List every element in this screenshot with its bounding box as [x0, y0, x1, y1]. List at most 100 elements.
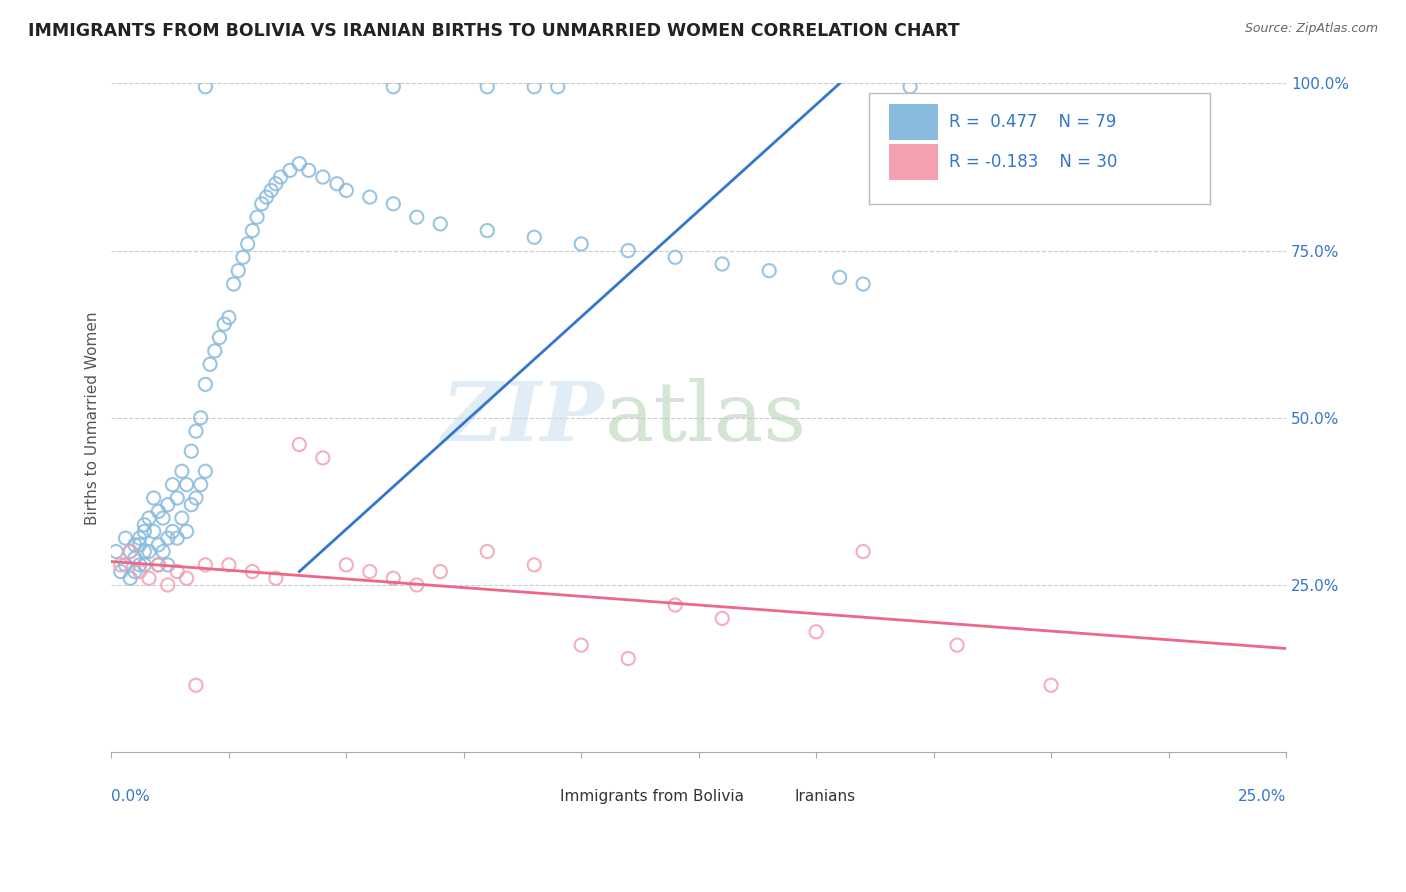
Point [184, 491, 207, 505]
Point [523, 558, 546, 572]
Text: 0.0%: 0.0% [111, 789, 150, 804]
Point [617, 244, 640, 258]
Point [166, 491, 188, 505]
Point [711, 257, 734, 271]
Point [124, 551, 146, 566]
Point [166, 565, 188, 579]
Point [156, 531, 179, 545]
Point [278, 163, 301, 178]
Point [110, 565, 132, 579]
Point [128, 565, 150, 579]
Point [138, 511, 160, 525]
Point [194, 558, 217, 572]
Point [523, 79, 546, 94]
Text: Immigrants from Bolivia: Immigrants from Bolivia [560, 789, 744, 805]
Point [120, 571, 142, 585]
Point [240, 565, 263, 579]
Point [236, 236, 259, 251]
Point [170, 511, 193, 525]
FancyBboxPatch shape [889, 144, 938, 180]
Point [382, 571, 405, 585]
Point [114, 531, 136, 545]
Point [405, 578, 427, 592]
Point [162, 477, 184, 491]
Point [288, 437, 311, 451]
Point [105, 544, 128, 558]
Point [148, 504, 170, 518]
Point [208, 330, 231, 344]
Point [138, 571, 160, 585]
Point [569, 236, 592, 251]
Point [148, 558, 170, 572]
Text: atlas: atlas [605, 378, 807, 458]
Point [194, 377, 217, 392]
Point [335, 558, 357, 572]
Point [148, 538, 170, 552]
Point [382, 196, 405, 211]
Point [170, 464, 193, 478]
Point [288, 156, 311, 170]
Point [547, 79, 569, 94]
Point [312, 450, 335, 465]
Point [1040, 678, 1063, 692]
Point [264, 177, 287, 191]
Point [523, 230, 546, 244]
Text: Source: ZipAtlas.com: Source: ZipAtlas.com [1244, 22, 1378, 36]
FancyBboxPatch shape [761, 786, 792, 808]
Point [190, 410, 212, 425]
Point [184, 678, 207, 692]
Y-axis label: Births to Unmarried Women: Births to Unmarried Women [86, 311, 100, 524]
Point [128, 531, 150, 545]
Point [359, 565, 381, 579]
Point [134, 544, 156, 558]
Point [180, 444, 202, 458]
Point [124, 538, 146, 552]
Point [166, 531, 188, 545]
Point [124, 565, 146, 579]
Text: 25.0%: 25.0% [1237, 789, 1286, 804]
Point [162, 524, 184, 539]
Point [128, 538, 150, 552]
Point [664, 250, 686, 264]
Text: R =  0.477    N = 79: R = 0.477 N = 79 [949, 112, 1116, 130]
Point [204, 343, 226, 358]
Point [176, 477, 198, 491]
Point [898, 79, 921, 94]
Point [429, 565, 451, 579]
Point [226, 263, 249, 277]
Point [222, 277, 245, 291]
Point [134, 517, 156, 532]
Point [828, 270, 851, 285]
FancyBboxPatch shape [526, 786, 557, 808]
Point [110, 558, 132, 572]
Point [120, 544, 142, 558]
Point [335, 183, 357, 197]
Point [429, 217, 451, 231]
Point [711, 611, 734, 625]
Point [260, 183, 283, 197]
Point [232, 250, 254, 264]
Point [152, 544, 174, 558]
Point [405, 210, 427, 224]
Text: R = -0.183    N = 30: R = -0.183 N = 30 [949, 153, 1118, 171]
Point [758, 263, 780, 277]
Point [212, 317, 235, 331]
Point [256, 190, 278, 204]
Point [218, 310, 240, 325]
Point [250, 196, 273, 211]
Point [138, 544, 160, 558]
Point [176, 524, 198, 539]
Point [569, 638, 592, 652]
Point [240, 223, 263, 237]
Point [184, 424, 207, 438]
Point [312, 169, 335, 184]
Point [477, 544, 499, 558]
Point [156, 498, 179, 512]
Point [198, 357, 221, 371]
Point [156, 578, 179, 592]
Point [120, 544, 142, 558]
Point [382, 79, 405, 94]
Point [617, 651, 640, 665]
Text: IMMIGRANTS FROM BOLIVIA VS IRANIAN BIRTHS TO UNMARRIED WOMEN CORRELATION CHART: IMMIGRANTS FROM BOLIVIA VS IRANIAN BIRTH… [28, 22, 960, 40]
Point [852, 277, 875, 291]
